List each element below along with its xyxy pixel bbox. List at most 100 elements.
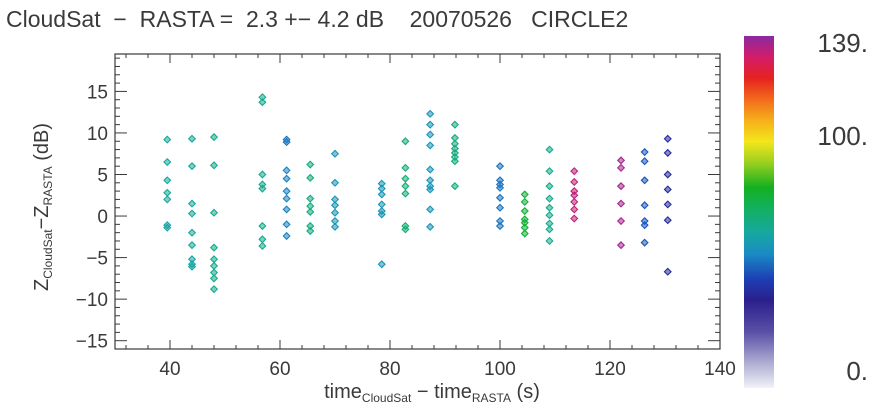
data-point [401,225,410,234]
data-point [426,109,435,118]
data-point [545,182,554,191]
data-point [640,221,649,230]
data-point [163,157,172,167]
data-point [495,193,505,202]
x-axis-title: timeCloudSat − timeRASTA (s) [324,381,540,405]
data-point [570,167,579,176]
data-point [616,241,626,250]
data-point [282,187,291,196]
data-point [545,145,554,154]
x-tick-label: 60 [269,359,290,380]
data-point [209,255,219,264]
data-point [640,238,649,247]
data-points [163,93,672,294]
data-point [520,190,529,199]
data-point [209,208,219,217]
x-tick-label: 40 [159,359,180,380]
data-point [163,223,172,232]
y-tick-label: 5 [97,165,108,186]
axis-ticks [115,54,721,350]
data-point [426,205,435,214]
data-point [545,225,554,234]
data-point [570,197,579,206]
plot-frame [114,53,721,350]
data-point [282,220,291,229]
data-point [545,236,554,246]
colorbar-label: 139. [817,28,868,58]
data-point [209,261,219,270]
data-point [545,167,554,176]
data-point [426,222,435,231]
data-point [306,226,315,236]
data-point [616,199,626,208]
data-point [187,228,197,237]
data-point [163,176,172,185]
data-point [258,241,267,251]
data-point [187,162,197,171]
data-point [306,194,315,203]
data-point [330,208,340,217]
title-minus: − [113,6,127,32]
data-point [570,191,579,200]
data-point [258,170,267,179]
data-point [570,177,579,187]
data-point [282,138,291,147]
colorbar-label: 0. [846,356,868,386]
data-point [282,194,291,203]
data-point [377,190,386,199]
data-point [545,194,554,203]
data-point [187,262,197,271]
title-campaign: CIRCLE2 [531,6,629,32]
data-point [520,197,529,206]
data-point [401,137,410,146]
y-tick-label: 15 [87,82,108,103]
y-tick-label: 0 [97,207,108,228]
data-point [640,157,649,166]
data-point [282,205,291,214]
data-point [163,195,172,204]
data-point [306,207,315,216]
title-date: 20070526 [409,6,512,32]
data-point [450,120,459,129]
data-point [187,134,197,143]
data-point [450,157,459,166]
data-point [377,260,386,269]
y-tick-label: −15 [76,332,108,353]
data-point [282,231,291,241]
axis-tick-labels: 40 60 80 100 120 140 −15 −10 −5 0 5 10 15 [76,82,736,380]
colorbar [744,36,774,388]
data-point [663,148,672,157]
data-point [282,166,291,175]
data-point [663,185,672,194]
data-point [663,216,672,225]
data-point [640,147,649,157]
data-point [545,203,554,212]
y-tick-label: −10 [76,290,108,311]
x-tick-label: 140 [704,359,736,380]
data-point [616,182,626,191]
data-point [495,183,505,192]
data-point [377,210,386,219]
data-point [520,206,529,216]
title-stats: 2.3 +− 4.2 dB [245,6,385,32]
data-point [258,98,267,107]
x-tick-label: 120 [594,359,626,380]
data-point [640,176,649,185]
data-point [258,184,267,193]
data-point [616,163,626,172]
chart-title: CloudSat − RASTA = 2.3 +− 4.2 dB 2007052… [6,6,628,33]
data-point [520,229,529,238]
data-point [545,211,554,220]
data-point [209,133,219,142]
data-point [426,120,435,129]
data-point [426,130,435,139]
data-point [187,199,197,208]
data-point [570,205,579,214]
data-point [209,285,219,294]
data-point [663,200,672,209]
colorbar-labels: 139. 100. 0. [817,28,868,386]
title-instrument-2: RASTA = [139,6,234,32]
data-point [640,201,649,210]
data-point [209,274,219,283]
